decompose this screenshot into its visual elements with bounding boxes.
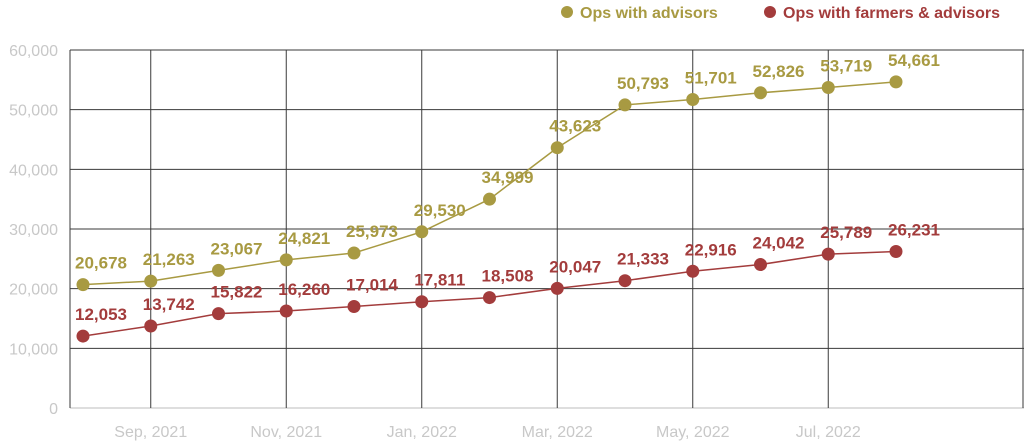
data-label: 16,260: [278, 280, 330, 299]
data-point: [550, 141, 564, 155]
data-label: 25,973: [346, 222, 398, 241]
data-label: 21,263: [143, 250, 195, 269]
data-point: [76, 329, 90, 343]
data-point: [279, 253, 293, 267]
data-point: [415, 295, 429, 309]
data-label: 21,333: [617, 250, 669, 269]
data-point: [618, 274, 632, 288]
data-label: 23,067: [211, 239, 263, 258]
data-point: [821, 247, 835, 261]
series-layer: 20,678 21,263 23,067 24,821 25,973 29,530 34,9…: [75, 51, 940, 343]
y-tick-label: 10,000: [9, 341, 58, 358]
legend-marker: [561, 6, 573, 18]
data-label: 43,623: [549, 117, 601, 136]
data-point: [754, 258, 767, 272]
data-label: 51,701: [685, 69, 737, 88]
data-label: 20,678: [75, 254, 127, 273]
y-axis-ticks: 0 10,000 20,000 30,000 40,000 50,000 60,000: [9, 43, 58, 418]
x-axis-ticks: Sep, 2021 Nov, 2021 Jan, 2022 Mar, 2022 May,…: [114, 424, 861, 441]
data-point: [279, 304, 293, 318]
data-point: [889, 244, 903, 258]
data-label: 22,916: [685, 240, 737, 259]
data-label: 17,811: [414, 271, 465, 290]
data-point: [754, 86, 767, 100]
data-point: [686, 264, 700, 278]
legend-label: Ops with advisors: [580, 5, 718, 22]
data-label: 17,014: [346, 275, 399, 294]
x-tick-label: Jan, 2022: [387, 424, 457, 441]
y-tick-label: 40,000: [9, 162, 58, 179]
data-label: 54,661: [888, 51, 940, 70]
legend: Ops with advisors Ops with farmers & advi…: [561, 5, 1000, 22]
y-tick-label: 0: [49, 401, 58, 418]
x-tick-label: Sep, 2021: [114, 424, 187, 441]
data-label: 24,042: [753, 234, 805, 253]
data-point: [889, 75, 903, 89]
legend-marker: [764, 6, 776, 18]
data-point: [144, 319, 158, 333]
data-point: [347, 246, 361, 260]
data-point: [483, 192, 496, 206]
data-point: [347, 299, 361, 313]
data-point: [212, 307, 225, 321]
y-tick-label: 50,000: [9, 103, 58, 120]
data-label: 18,508: [482, 267, 534, 286]
data-label: 13,742: [143, 295, 195, 314]
data-point: [686, 93, 700, 107]
x-tick-label: May, 2022: [656, 424, 730, 441]
data-point: [415, 225, 429, 239]
data-point: [483, 291, 496, 305]
data-point: [550, 281, 564, 295]
data-point: [821, 80, 835, 94]
data-label: 15,822: [211, 283, 263, 302]
data-label: 24,821: [278, 229, 330, 248]
data-point: [76, 278, 90, 292]
data-label: 29,530: [414, 201, 466, 220]
data-label: 34,999: [482, 168, 534, 187]
data-label: 25,789: [820, 223, 872, 242]
data-point: [618, 98, 632, 112]
data-label: 52,826: [753, 62, 805, 81]
x-tick-label: Nov, 2021: [250, 424, 322, 441]
data-point: [212, 263, 225, 277]
data-point: [144, 274, 158, 288]
y-tick-label: 30,000: [9, 222, 58, 239]
legend-label: Ops with farmers & advisors: [783, 5, 1000, 22]
x-tick-label: Mar, 2022: [522, 424, 593, 441]
data-label: 26,231: [888, 220, 940, 239]
data-label: 50,793: [617, 74, 669, 93]
y-tick-label: 20,000: [9, 282, 58, 299]
y-tick-label: 60,000: [9, 43, 58, 60]
x-tick-label: Jul, 2022: [796, 424, 861, 441]
data-label: 20,047: [549, 257, 601, 276]
grid: [69, 49, 1024, 409]
data-label: 53,719: [820, 56, 872, 75]
data-label: 12,053: [75, 305, 127, 324]
